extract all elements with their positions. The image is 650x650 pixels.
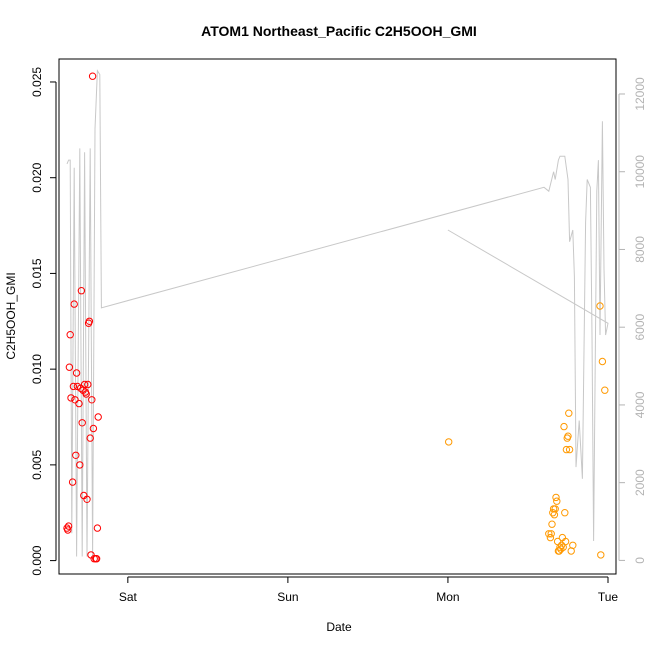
y-tick-label: 0.015 — [30, 258, 44, 288]
y2-tick-label: 0 — [633, 557, 647, 564]
data-point-series-1 — [64, 526, 72, 534]
altitude-line — [66, 69, 609, 557]
data-point-series-1 — [77, 287, 86, 295]
data-point-series-2 — [597, 551, 605, 559]
data-point-series-1 — [75, 399, 83, 408]
data-point-series-1 — [72, 369, 81, 377]
data-point-series-2 — [553, 497, 561, 505]
y-tick-label: 0.000 — [30, 545, 44, 575]
y-axis-left: 0.000 0.005 0.010 0.015 0.020 0.025 — [30, 67, 57, 576]
data-point-series-1 — [82, 390, 90, 398]
y-tick-label: 0.025 — [30, 67, 44, 97]
data-point-series-2 — [552, 493, 560, 502]
data-point-series-1 — [92, 555, 101, 563]
data-point-series-1 — [76, 461, 84, 469]
y2-tick-label: 12000 — [633, 77, 647, 111]
data-point-series-2 — [565, 445, 574, 454]
data-point-series-1 — [65, 363, 74, 371]
x-tick-label: Mon — [436, 590, 459, 604]
y-axis-label: C2H5OOH_GMI — [4, 272, 18, 359]
data-point-series-1 — [80, 380, 89, 389]
data-point-series-2 — [560, 422, 568, 431]
data-point-series-1 — [72, 451, 80, 459]
data-point-series-1 — [83, 495, 91, 503]
chart-title: ATOM1 Northeast_Pacific C2H5OOH_GMI — [201, 23, 477, 39]
altitude-line-layer — [66, 69, 609, 557]
data-point-series-2 — [562, 445, 571, 454]
data-point-series-2 — [601, 386, 609, 394]
points-layer — [63, 72, 609, 563]
data-point-series-2 — [561, 509, 569, 517]
y-tick-label: 0.020 — [30, 162, 44, 192]
data-point-series-2 — [551, 505, 559, 513]
y2-tick-label: 4000 — [633, 391, 647, 418]
data-point-series-1 — [67, 394, 75, 402]
data-point-series-1 — [94, 413, 102, 421]
data-point-series-2 — [596, 302, 604, 310]
y-tick-label: 0.010 — [30, 354, 44, 384]
x-axis: Sat Sun Mon Tue — [119, 576, 619, 604]
data-point-series-1 — [71, 396, 79, 404]
data-point-series-1 — [78, 419, 86, 427]
x-tick-label: Sun — [277, 590, 298, 604]
data-point-series-1 — [84, 380, 92, 389]
data-point-series-2 — [557, 541, 566, 549]
data-point-series-1 — [66, 331, 74, 339]
data-point-series-2 — [598, 357, 607, 366]
data-point-series-1 — [88, 72, 97, 80]
x-tick-label: Sat — [119, 590, 138, 604]
data-point-series-2 — [564, 432, 572, 440]
data-point-series-2 — [561, 537, 570, 546]
data-point-series-2 — [445, 438, 453, 446]
x-axis-label: Date — [326, 620, 352, 634]
data-point-series-1 — [85, 317, 94, 325]
data-point-series-1 — [64, 522, 73, 530]
plot-frame — [58, 58, 617, 575]
data-point-series-1 — [68, 478, 77, 486]
y-tick-label: 0.005 — [30, 450, 44, 480]
data-point-series-1 — [76, 384, 85, 392]
data-point-series-2 — [557, 545, 565, 553]
data-point-series-2 — [545, 530, 553, 538]
data-point-series-1 — [70, 300, 78, 308]
data-point-series-1 — [93, 524, 102, 532]
y2-tick-label: 8000 — [633, 236, 647, 263]
data-point-series-1 — [86, 434, 94, 442]
y-axis-right: 0 2000 4000 6000 8000 10000 12000 — [618, 77, 647, 564]
data-point-series-1 — [88, 396, 96, 404]
data-point-series-1 — [69, 382, 78, 391]
data-point-series-2 — [547, 530, 555, 538]
y2-tick-label: 2000 — [633, 469, 647, 496]
data-point-series-2 — [546, 533, 555, 542]
data-point-series-2 — [550, 511, 559, 519]
data-point-series-2 — [549, 509, 557, 517]
x-tick-label: Tue — [598, 590, 619, 604]
data-point-series-1 — [89, 424, 98, 433]
data-point-series-2 — [548, 520, 556, 528]
data-point-series-2 — [569, 541, 577, 549]
y2-tick-label: 6000 — [633, 314, 647, 341]
data-point-series-2 — [565, 409, 573, 417]
y2-tick-label: 10000 — [633, 155, 647, 189]
